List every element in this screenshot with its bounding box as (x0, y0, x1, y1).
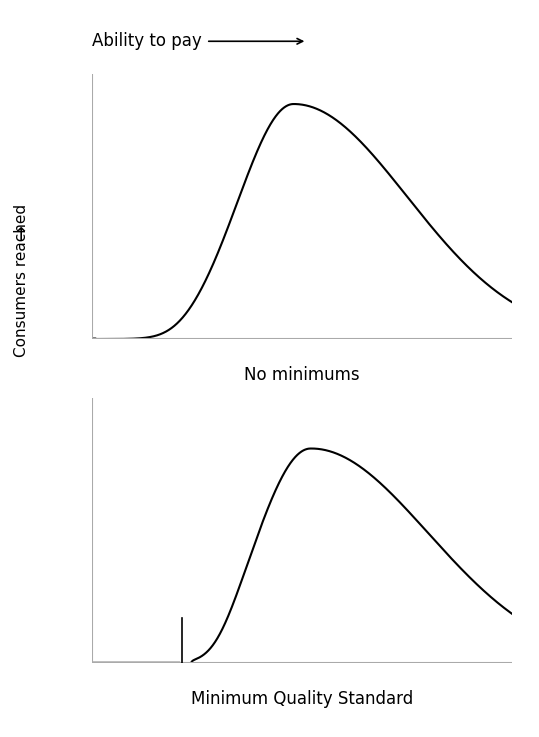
Text: ↑: ↑ (13, 226, 30, 245)
Text: Consumers reached: Consumers reached (14, 203, 29, 357)
Text: Minimum Quality Standard: Minimum Quality Standard (191, 690, 413, 708)
Text: Ability to pay: Ability to pay (92, 32, 202, 49)
Text: No minimums: No minimums (244, 366, 360, 383)
